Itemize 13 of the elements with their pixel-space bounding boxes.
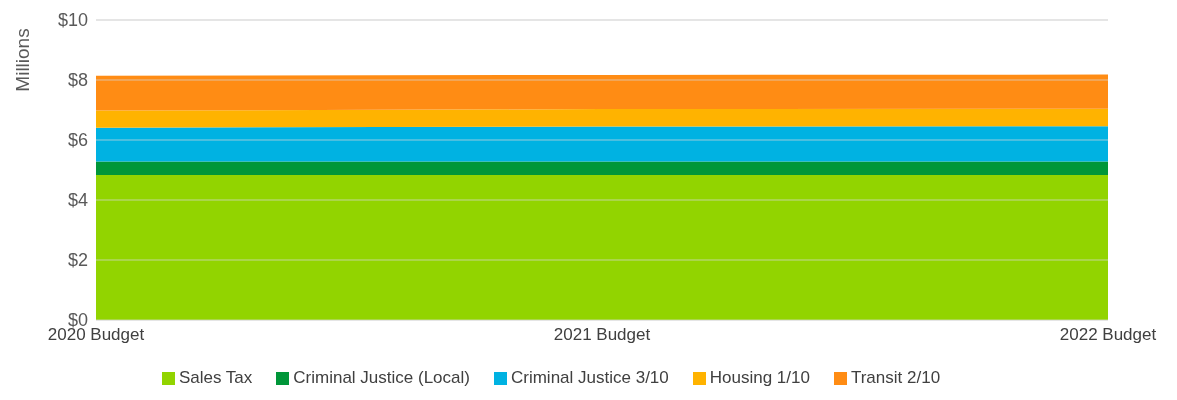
x-tick-label: 2022 Budget bbox=[1059, 325, 1157, 345]
y-tick-label: $8 bbox=[67, 70, 88, 91]
y-axis-title: Millions bbox=[11, 28, 33, 92]
y-tick-label: $2 bbox=[67, 250, 88, 271]
y-tick-label: $10 bbox=[57, 10, 88, 31]
legend-label: Sales Tax bbox=[178, 368, 253, 387]
x-tick-label: 2021 Budget bbox=[553, 325, 651, 345]
legend-label: Criminal Justice (Local) bbox=[293, 368, 470, 387]
y-tick-label: $4 bbox=[67, 190, 88, 211]
legend-label: Transit 2/10 bbox=[850, 368, 941, 387]
legend-label: Housing 1/10 bbox=[709, 368, 810, 387]
legend-label: Criminal Justice 3/10 bbox=[510, 368, 669, 387]
y-tick-label: $6 bbox=[67, 130, 88, 151]
